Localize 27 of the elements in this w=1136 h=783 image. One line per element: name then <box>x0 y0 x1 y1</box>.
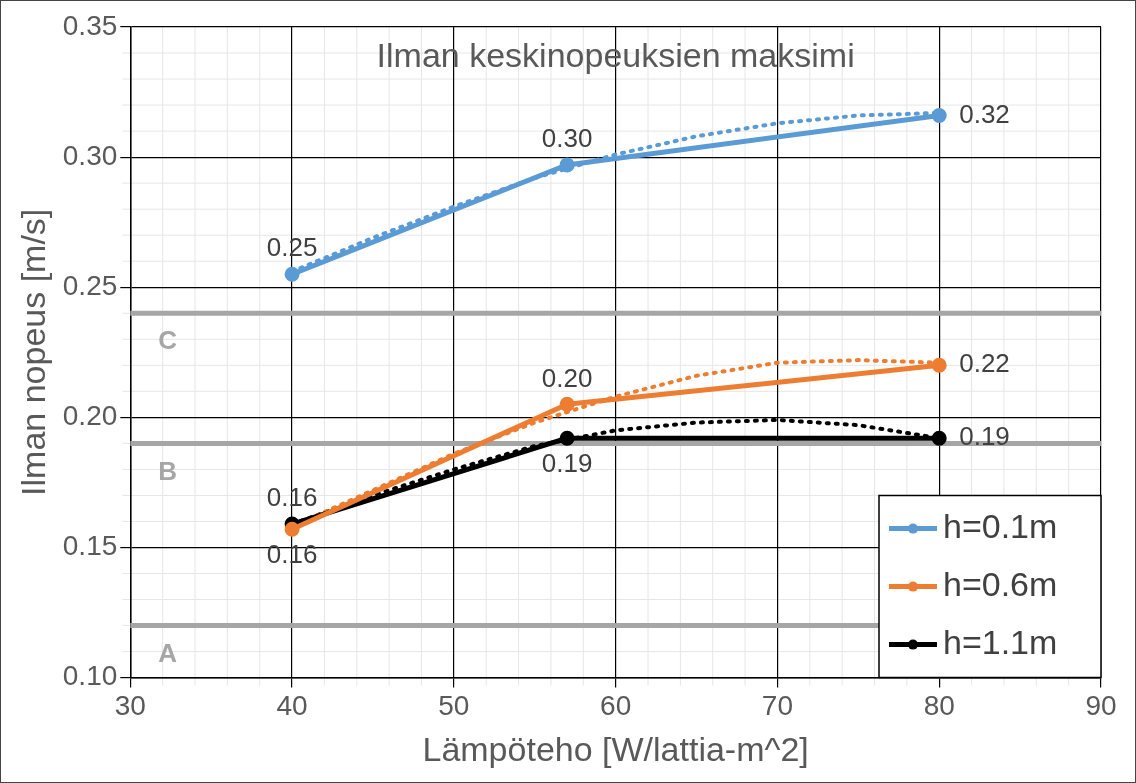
y-axis-title: Ilman nopeus [m/s] <box>13 208 52 496</box>
y-tick-label: 0.35 <box>62 9 118 41</box>
legend-label: h=1.1m <box>943 622 1058 661</box>
y-tick-label: 0.25 <box>62 269 118 301</box>
data-label: 0.30 <box>541 123 593 154</box>
y-tick-label: 0.15 <box>62 530 118 562</box>
x-tick-label: 50 <box>438 690 470 722</box>
x-tick-label: 40 <box>276 690 308 722</box>
y-tick-label: 0.20 <box>62 400 118 432</box>
x-axis-title: Lämpöteho [W/lattia-m^2] <box>422 729 809 768</box>
ref-line-label: C <box>158 325 178 356</box>
x-tick-label: 70 <box>761 690 794 722</box>
y-tick-label: 0.30 <box>62 139 118 171</box>
data-label: 0.22 <box>959 348 1010 379</box>
ref-line-label: B <box>158 455 178 486</box>
y-tick-label: 0.10 <box>62 660 118 692</box>
ref-line-label: A <box>158 637 178 668</box>
x-tick-label: 30 <box>114 690 146 722</box>
x-tick-label: 80 <box>923 690 955 722</box>
data-label: 0.32 <box>959 98 1010 129</box>
data-label: 0.19 <box>959 421 1010 452</box>
data-label: 0.19 <box>541 448 593 479</box>
x-tick-label: 60 <box>600 690 632 722</box>
data-label: 0.20 <box>541 362 593 393</box>
legend-label: h=0.1m <box>943 506 1058 545</box>
legend-label: h=0.6m <box>943 564 1058 603</box>
x-tick-label: 90 <box>1085 690 1117 722</box>
